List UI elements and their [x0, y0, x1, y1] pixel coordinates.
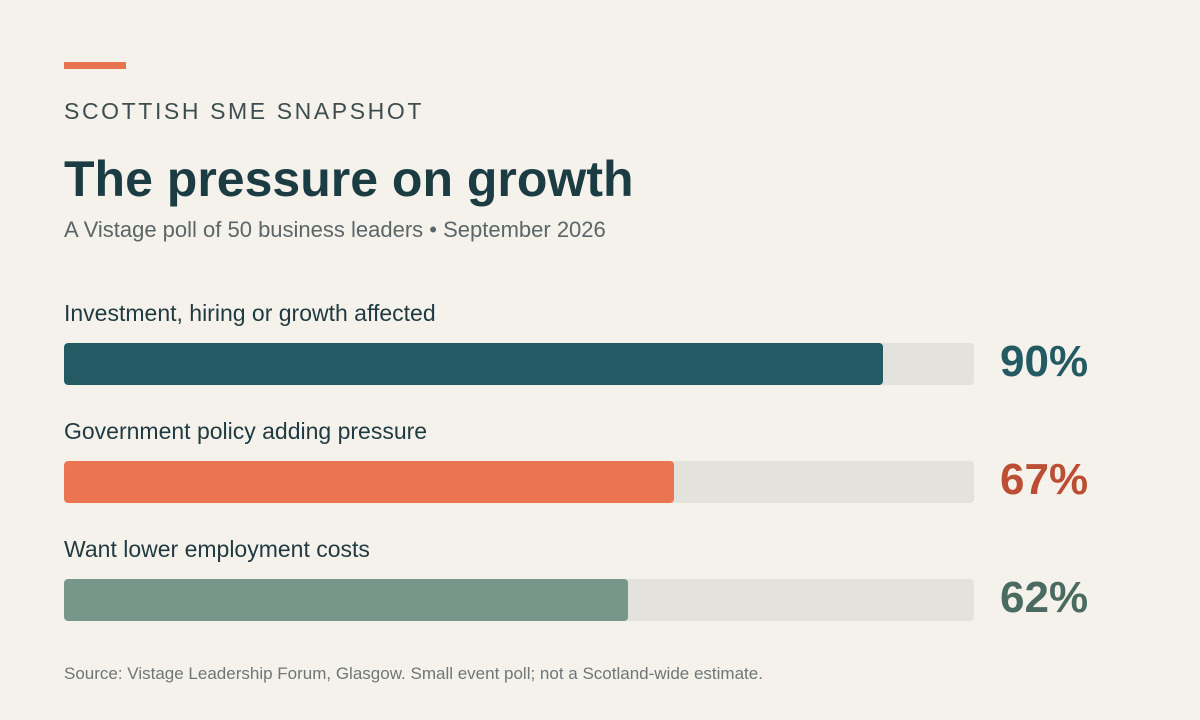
bar-category-label: Want lower employment costs	[64, 536, 370, 562]
bar-track	[64, 579, 974, 621]
bar-row: Investment, hiring or growth affected 90…	[64, 300, 1124, 420]
bar-track	[64, 461, 974, 503]
bar-category-label: Government policy adding pressure	[64, 418, 428, 444]
bar-row: Want lower employment costs 62%	[64, 536, 1124, 656]
source-note: Source: Vistage Leadership Forum, Glasgo…	[64, 664, 763, 683]
bar-value-label: 90%	[1000, 337, 1089, 386]
bar-fill	[64, 343, 883, 385]
bar-fill	[64, 461, 674, 503]
bar-value-label: 62%	[1000, 573, 1089, 622]
bar-fill	[64, 579, 629, 621]
accent-rule	[64, 62, 126, 69]
bar-row: Government policy adding pressure 67%	[64, 418, 1124, 538]
bar-track	[64, 343, 974, 385]
eyebrow-label: SCOTTISH SME SNAPSHOT	[64, 98, 425, 124]
chart-subtitle: A Vistage poll of 50 business leaders • …	[64, 217, 606, 242]
bar-value-label: 67%	[1000, 455, 1089, 504]
bar-category-label: Investment, hiring or growth affected	[64, 300, 436, 326]
chart-title: The pressure on growth	[64, 151, 634, 207]
